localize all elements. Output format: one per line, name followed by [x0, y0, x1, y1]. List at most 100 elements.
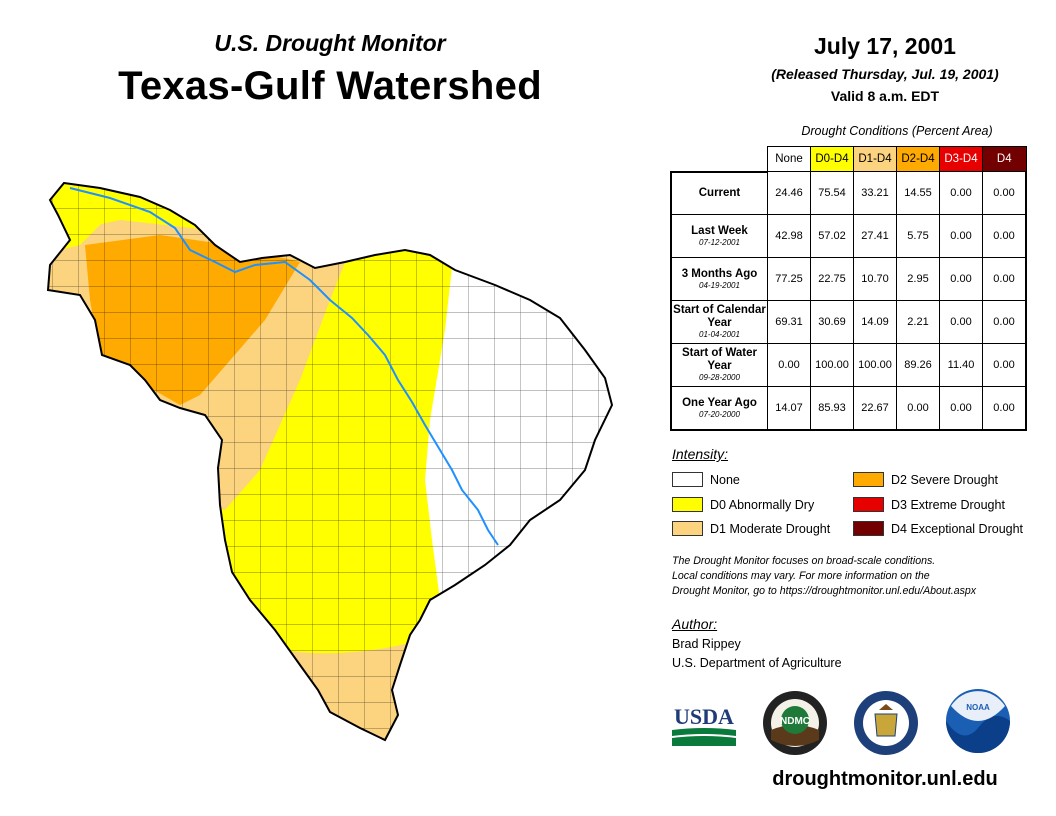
table-cell: 22.67 — [853, 386, 897, 431]
row-date: 04-19-2001 — [699, 280, 740, 290]
map-title: Texas-Gulf Watershed — [118, 64, 542, 108]
table-cell: 69.31 — [767, 300, 811, 344]
table-cell: 100.00 — [853, 343, 897, 387]
table-cell: 75.54 — [810, 171, 854, 215]
table-cell: 0.00 — [982, 214, 1027, 258]
author-organization: U.S. Department of Agriculture — [672, 656, 842, 670]
table-cell: 11.40 — [939, 343, 983, 387]
table-cell: 0.00 — [982, 343, 1027, 387]
ndmc-logo-icon: NDMC — [763, 691, 827, 755]
table-cell: 42.98 — [767, 214, 811, 258]
county-lines — [48, 183, 612, 740]
svg-text:NOAA: NOAA — [966, 703, 990, 712]
svg-text:NDMC: NDMC — [780, 716, 810, 727]
table-cell: 0.00 — [982, 300, 1027, 344]
legend-swatch — [853, 497, 884, 512]
table-cell: 27.41 — [853, 214, 897, 258]
table-cell: 57.02 — [810, 214, 854, 258]
table-row: One Year Ago 07-20-2000 14.07 85.93 22.67… — [670, 386, 1027, 431]
legend-swatch — [672, 521, 703, 536]
legend-item-none: None — [672, 472, 740, 487]
table-cell: 14.55 — [896, 171, 940, 215]
table-cell: 2.21 — [896, 300, 940, 344]
table-row: Start of Calendar Year 01-04-2001 69.31 3… — [670, 300, 1027, 344]
row-label: Start of Calendar Year 01-04-2001 — [670, 300, 768, 344]
table-cell: 14.07 — [767, 386, 811, 431]
table-cell: 33.21 — [853, 171, 897, 215]
table-row: Last Week 07-12-2001 42.98 57.02 27.41 5.… — [670, 214, 1027, 258]
legend-item-d3: D3 Extreme Drought — [853, 497, 1005, 512]
author-heading: Author: — [672, 616, 718, 632]
table-cell: 0.00 — [939, 386, 983, 431]
row-date: 01-04-2001 — [699, 330, 740, 339]
legend-swatch — [672, 497, 703, 512]
table-cell: 0.00 — [896, 386, 940, 431]
table-cell: 0.00 — [982, 386, 1027, 431]
legend-swatch — [853, 472, 884, 487]
col-header-d2-d4: D2-D4 — [896, 146, 940, 172]
table-cell: 0.00 — [939, 257, 983, 301]
table-cell: 0.00 — [982, 257, 1027, 301]
table-cell: 24.46 — [767, 171, 811, 215]
website-url[interactable]: droughtmonitor.unl.edu — [772, 768, 998, 790]
row-date: 07-20-2000 — [699, 409, 740, 419]
release-date: (Released Thursday, Jul. 19, 2001) — [771, 66, 999, 82]
table-cell: 89.26 — [896, 343, 940, 387]
valid-time: Valid 8 a.m. EDT — [830, 88, 940, 104]
table-cell: 77.25 — [767, 257, 811, 301]
table-corner — [671, 146, 768, 173]
drought-conditions-table: None D0-D4 D1-D4 D2-D4 D3-D4 D4 Current … — [670, 146, 1027, 431]
table-header-row: None D0-D4 D1-D4 D2-D4 D3-D4 D4 — [671, 146, 1027, 173]
table-cell: 0.00 — [939, 214, 983, 258]
table-cell: 100.00 — [810, 343, 854, 387]
row-label: 3 Months Ago 04-19-2001 — [670, 257, 768, 301]
table-cell: 10.70 — [853, 257, 897, 301]
drought-map — [47, 182, 613, 741]
table-cell: 0.00 — [767, 343, 811, 387]
legend-item-d2: D2 Severe Drought — [853, 472, 998, 487]
river — [69, 187, 499, 546]
svg-text:USDA: USDA — [674, 704, 734, 729]
table-cell: 0.00 — [939, 300, 983, 344]
row-date: 09-28-2000 — [699, 373, 740, 382]
legend-swatch — [672, 472, 703, 487]
col-header-d0-d4: D0-D4 — [810, 146, 854, 172]
legend-swatch — [853, 521, 884, 536]
legend-label: None — [710, 472, 740, 487]
row-label: Last Week 07-12-2001 — [670, 214, 768, 258]
table-cell: 2.95 — [896, 257, 940, 301]
legend-item-d1: D1 Moderate Drought — [672, 521, 830, 536]
legend-label: D2 Severe Drought — [891, 472, 999, 487]
legend-label: D4 Exceptional Drought — [891, 521, 1024, 536]
row-label: Start of Water Year 09-28-2000 — [670, 343, 768, 387]
table-cell: 30.69 — [810, 300, 854, 344]
row-label: One Year Ago 07-20-2000 — [670, 386, 768, 431]
table-row: 3 Months Ago 04-19-2001 77.25 22.75 10.70… — [670, 257, 1027, 301]
col-header-d4: D4 — [982, 146, 1027, 172]
table-row: Current 24.46 75.54 33.21 14.55 0.00 0.0… — [670, 171, 1027, 215]
legend-label: D0 Abnormally Dry — [710, 497, 815, 512]
col-header-none: None — [767, 146, 811, 172]
usda-logo-icon: USDA — [672, 704, 736, 746]
note-line: The Drought Monitor focuses on broad-sca… — [672, 555, 936, 567]
map-subtitle: U.S. Drought Monitor — [214, 30, 446, 56]
legend-label: D3 Extreme Drought — [891, 497, 1005, 512]
noaa-logo-icon: NOAA — [946, 689, 1010, 753]
table-cell: 0.00 — [939, 171, 983, 215]
table-cell: 14.09 — [853, 300, 897, 344]
legend-item-d4: D4 Exceptional Drought — [853, 521, 1023, 536]
table-row: Start of Water Year 09-28-2000 0.00 100.0… — [670, 343, 1027, 387]
col-header-d1-d4: D1-D4 — [853, 146, 897, 172]
legend-title: Intensity: — [672, 446, 729, 462]
table-cell: 85.93 — [810, 386, 854, 431]
table-caption: Drought Conditions (Percent Area) — [801, 124, 993, 138]
legend-label: D1 Moderate Drought — [710, 521, 831, 536]
author-name: Brad Rippey — [672, 637, 741, 651]
table-cell: 22.75 — [810, 257, 854, 301]
note-line: Drought Monitor, go to https://droughtmo… — [672, 585, 977, 597]
note-line: Local conditions may vary. For more info… — [672, 570, 930, 582]
disclaimer-note: The Drought Monitor focuses on broad-sca… — [672, 554, 1052, 599]
row-date: 07-12-2001 — [699, 237, 740, 247]
legend-item-d0: D0 Abnormally Dry — [672, 497, 814, 512]
row-label: Current — [670, 171, 768, 215]
